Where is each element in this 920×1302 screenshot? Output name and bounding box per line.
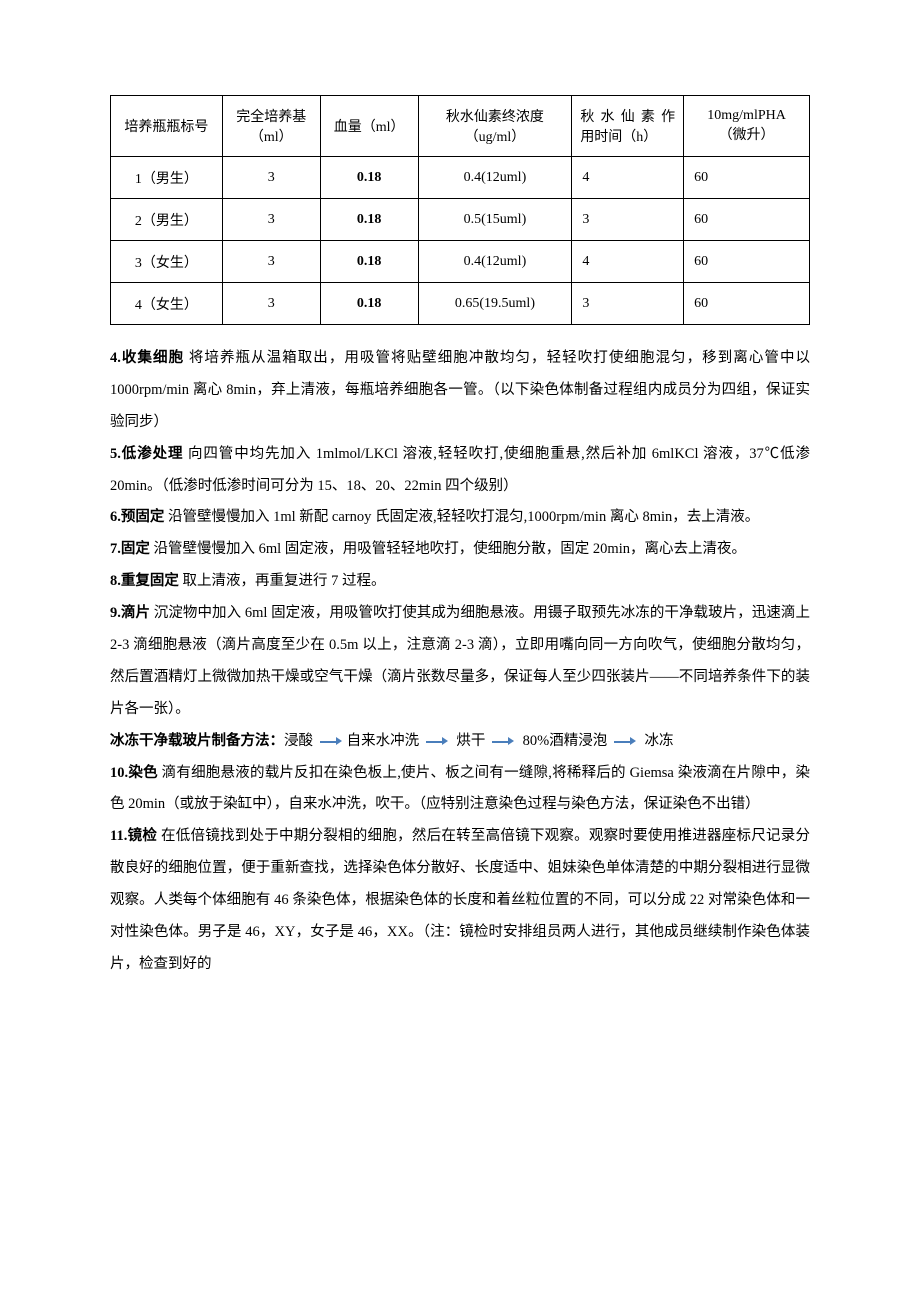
slide-prep-method: 冰冻干净载玻片制备方法：浸酸 自来水冲洗 烘干 80%酒精浸泡 冰冻 <box>110 726 810 758</box>
header-text: 完全培养基 <box>229 106 314 126</box>
cell: 0.5(15uml) <box>418 199 572 241</box>
header-medium: 完全培养基 （ml） <box>222 96 320 157</box>
cell: 0.4(12uml) <box>418 157 572 199</box>
header-text: （微升） <box>690 124 803 144</box>
header-text: 用时间（h） <box>580 126 675 146</box>
header-blood: 血量（ml） <box>320 96 418 157</box>
cell: 3 <box>222 283 320 325</box>
header-time: 秋水仙素作 用时间（h） <box>572 96 684 157</box>
cell: 3 <box>222 241 320 283</box>
cell: 0.18 <box>320 241 418 283</box>
step-text: 沉淀物中加入 6ml 固定液，用吸管吹打使其成为细胞悬液。用镊子取预先冰冻的干净… <box>110 605 810 717</box>
step-label: 6.预固定 <box>110 509 164 525</box>
step-4-collect-cells: 4.收集细胞 将培养瓶从温箱取出，用吸管将贴壁细胞冲散均匀，轻轻吹打使细胞混匀，… <box>110 343 810 439</box>
step-7-fix: 7.固定 沿管壁慢慢加入 6ml 固定液，用吸管轻轻地吹打，使细胞分散，固定 2… <box>110 534 810 566</box>
cell: 2（男生） <box>111 199 223 241</box>
cell: 3（女生） <box>111 241 223 283</box>
flow-step: 浸酸 <box>284 733 317 749</box>
step-label: 11.镜检 <box>110 828 157 844</box>
flow-step: 自来水冲洗 <box>347 733 423 749</box>
cell: 60 <box>684 241 810 283</box>
step-label: 7.固定 <box>110 541 150 557</box>
cell: 3 <box>572 283 684 325</box>
cell: 3 <box>222 199 320 241</box>
cell: 60 <box>684 283 810 325</box>
flow-step: 80%酒精浸泡 <box>519 733 611 749</box>
table-row: 3（女生） 3 0.18 0.4(12uml) 4 60 <box>111 241 810 283</box>
table-header-row: 培养瓶瓶标号 完全培养基 （ml） 血量（ml） 秋水仙素终浓度 （ug/ml）… <box>111 96 810 157</box>
header-text: 血量（ml） <box>327 116 412 136</box>
arrow-icon <box>614 736 638 746</box>
flow-step: 烘干 <box>453 733 489 749</box>
step-label: 4.收集细胞 <box>110 350 184 366</box>
step-label: 5.低渗处理 <box>110 446 183 462</box>
cell: 60 <box>684 157 810 199</box>
step-text: 沿管壁慢慢加入 1ml 新配 carnoy 氏固定液,轻轻吹打混匀,1000rp… <box>164 509 759 525</box>
cell: 3 <box>572 199 684 241</box>
step-label: 8.重复固定 <box>110 573 179 589</box>
header-pha: 10mg/mlPHA （微升） <box>684 96 810 157</box>
step-8-repeat-fix: 8.重复固定 取上清液，再重复进行 7 过程。 <box>110 566 810 598</box>
header-flask-number: 培养瓶瓶标号 <box>111 96 223 157</box>
cell: 3 <box>222 157 320 199</box>
step-5-hypotonic: 5.低渗处理 向四管中均先加入 1mlmol/LKCl 溶液,轻轻吹打,使细胞重… <box>110 439 810 503</box>
step-text: 在低倍镜找到处于中期分裂相的细胞，然后在转至高倍镜下观察。观察时要使用推进器座标… <box>110 828 810 972</box>
arrow-icon <box>426 736 450 746</box>
header-text: （ml） <box>229 126 314 146</box>
table-row: 4（女生） 3 0.18 0.65(19.5uml) 3 60 <box>111 283 810 325</box>
cell: 0.4(12uml) <box>418 241 572 283</box>
step-6-prefix: 6.预固定 沿管壁慢慢加入 1ml 新配 carnoy 氏固定液,轻轻吹打混匀,… <box>110 502 810 534</box>
header-concentration: 秋水仙素终浓度 （ug/ml） <box>418 96 572 157</box>
step-text: 向四管中均先加入 1mlmol/LKCl 溶液,轻轻吹打,使细胞重悬,然后补加 … <box>110 446 810 494</box>
cell: 0.65(19.5uml) <box>418 283 572 325</box>
header-text: 秋水仙素终浓度 <box>425 106 566 126</box>
cell: 1（男生） <box>111 157 223 199</box>
cell: 4（女生） <box>111 283 223 325</box>
header-text: 培养瓶瓶标号 <box>117 116 216 136</box>
table-row: 2（男生） 3 0.18 0.5(15uml) 3 60 <box>111 199 810 241</box>
table-row: 1（男生） 3 0.18 0.4(12uml) 4 60 <box>111 157 810 199</box>
slide-label: 冰冻干净载玻片制备方法： <box>110 733 284 749</box>
arrow-icon <box>320 736 344 746</box>
culture-flask-table: 培养瓶瓶标号 完全培养基 （ml） 血量（ml） 秋水仙素终浓度 （ug/ml）… <box>110 95 810 325</box>
cell: 60 <box>684 199 810 241</box>
step-text: 将培养瓶从温箱取出，用吸管将贴壁细胞冲散均匀，轻轻吹打使细胞混匀，移到离心管中以… <box>110 350 810 430</box>
header-text: 10mg/mlPHA <box>690 108 803 124</box>
cell: 4 <box>572 241 684 283</box>
header-text: （ug/ml） <box>425 126 566 146</box>
step-11-microscopy: 11.镜检 在低倍镜找到处于中期分裂相的细胞，然后在转至高倍镜下观察。观察时要使… <box>110 821 810 980</box>
flow-step: 冰冻 <box>641 733 674 749</box>
step-text: 沿管壁慢慢加入 6ml 固定液，用吸管轻轻地吹打，使细胞分散，固定 20min，… <box>150 541 746 557</box>
step-text: 取上清液，再重复进行 7 过程。 <box>179 573 386 589</box>
cell: 0.18 <box>320 157 418 199</box>
cell: 0.18 <box>320 283 418 325</box>
cell: 0.18 <box>320 199 418 241</box>
step-label: 9.滴片 <box>110 605 150 621</box>
step-9-slide: 9.滴片 沉淀物中加入 6ml 固定液，用吸管吹打使其成为细胞悬液。用镊子取预先… <box>110 598 810 726</box>
arrow-icon <box>492 736 516 746</box>
step-text: 滴有细胞悬液的载片反扣在染色板上,使片、板之间有一缝隙,将稀释后的 Giemsa… <box>110 765 810 813</box>
step-10-stain: 10.染色 滴有细胞悬液的载片反扣在染色板上,使片、板之间有一缝隙,将稀释后的 … <box>110 758 810 822</box>
cell: 4 <box>572 157 684 199</box>
step-label: 10.染色 <box>110 765 158 781</box>
header-text: 秋水仙素作 <box>580 106 675 126</box>
